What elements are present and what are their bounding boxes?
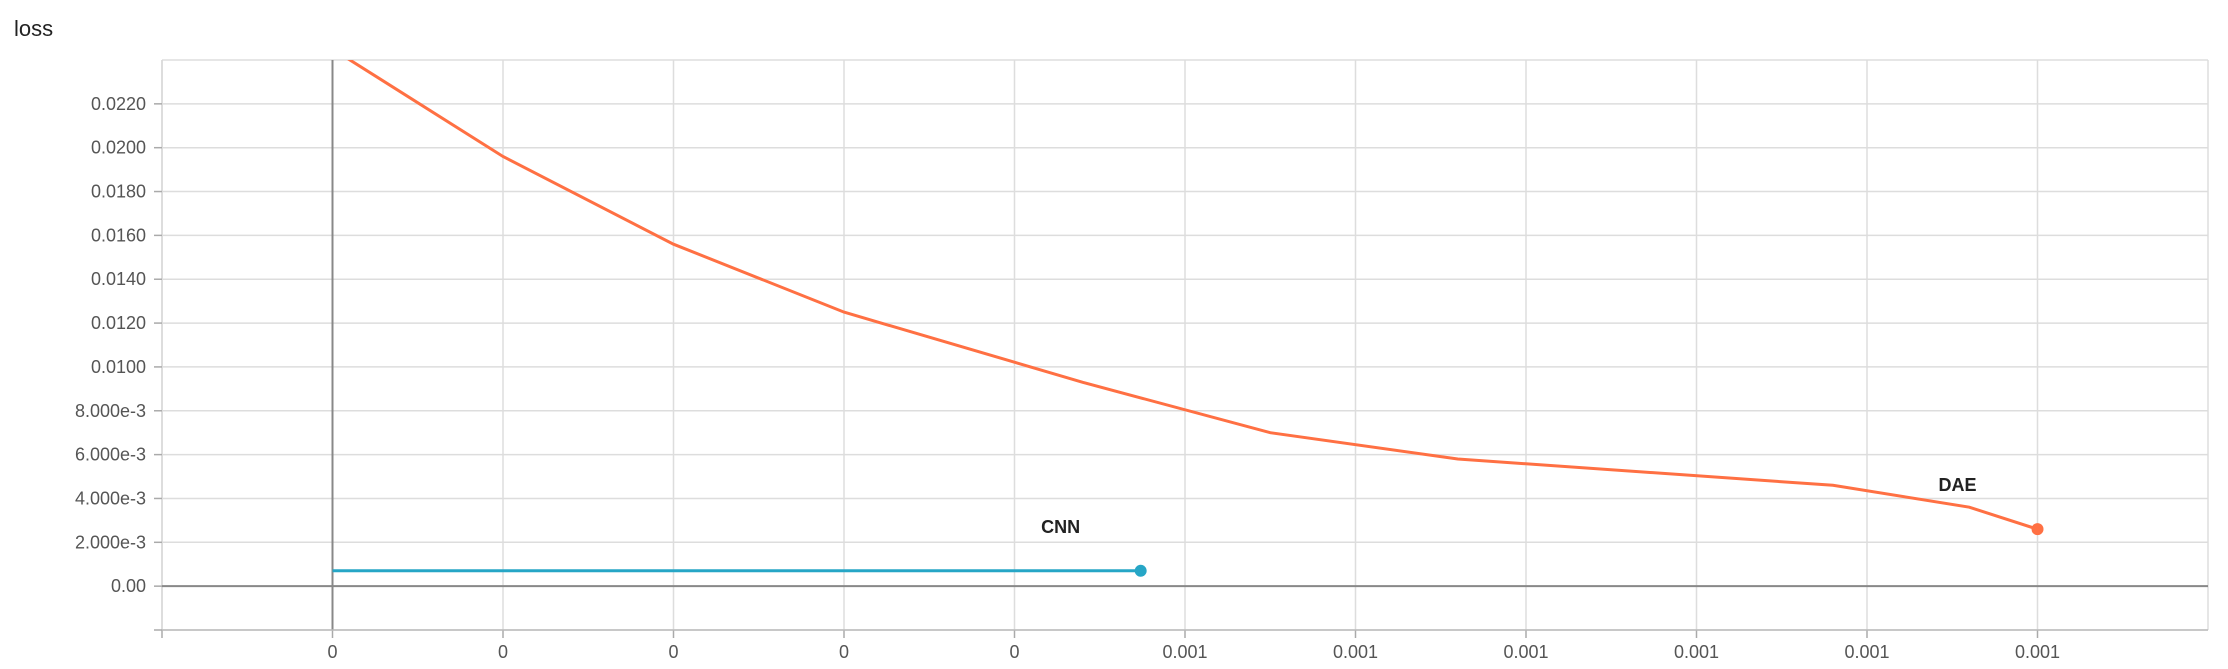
x-tick-label: 0.001 <box>1674 642 1719 662</box>
series-endpoint-cnn <box>1134 564 1147 577</box>
x-tick-label: 0.001 <box>1844 642 1889 662</box>
y-tick-label: 0.0200 <box>91 138 146 158</box>
x-tick-label: 0 <box>668 642 678 662</box>
x-tick-label: 0 <box>327 642 337 662</box>
y-tick-label: 0.0140 <box>91 269 146 289</box>
series-line-dae <box>347 60 2038 531</box>
y-tick-label: 0.0180 <box>91 182 146 202</box>
series-endpoint-dae <box>2031 523 2044 536</box>
y-tick-label: 0.0100 <box>91 357 146 377</box>
x-tick-label: 0 <box>1009 642 1019 662</box>
y-tick-label: 2.000e-3 <box>75 532 146 552</box>
x-tick-label: 0 <box>839 642 849 662</box>
y-tick-label: 4.000e-3 <box>75 488 146 508</box>
grid-layer <box>161 59 2209 631</box>
y-tick-label: 8.000e-3 <box>75 401 146 421</box>
x-tick-label: 0.001 <box>2015 642 2060 662</box>
y-tick-label: 6.000e-3 <box>75 445 146 465</box>
series-layer <box>332 60 2044 577</box>
y-tick-label: 0.00 <box>111 576 146 596</box>
series-label-dae: DAE <box>1938 475 1976 495</box>
label-layer: DAE CNN <box>1041 475 1976 537</box>
x-tick-label: 0 <box>498 642 508 662</box>
y-tick-label: 0.0120 <box>91 313 146 333</box>
y-tick-label: 0.0160 <box>91 225 146 245</box>
axis-layer: 0.00 2.000e-3 4.000e-3 6.000e-3 8.000e-3 0.01… <box>75 60 2208 662</box>
chart-title: loss <box>14 16 53 41</box>
y-tick-label: 0.0220 <box>91 94 146 114</box>
x-tick-label: 0.001 <box>1333 642 1378 662</box>
x-tick-label: 0.001 <box>1503 642 1548 662</box>
x-tick-label: 0.001 <box>1162 642 1207 662</box>
series-label-cnn: CNN <box>1041 517 1080 537</box>
